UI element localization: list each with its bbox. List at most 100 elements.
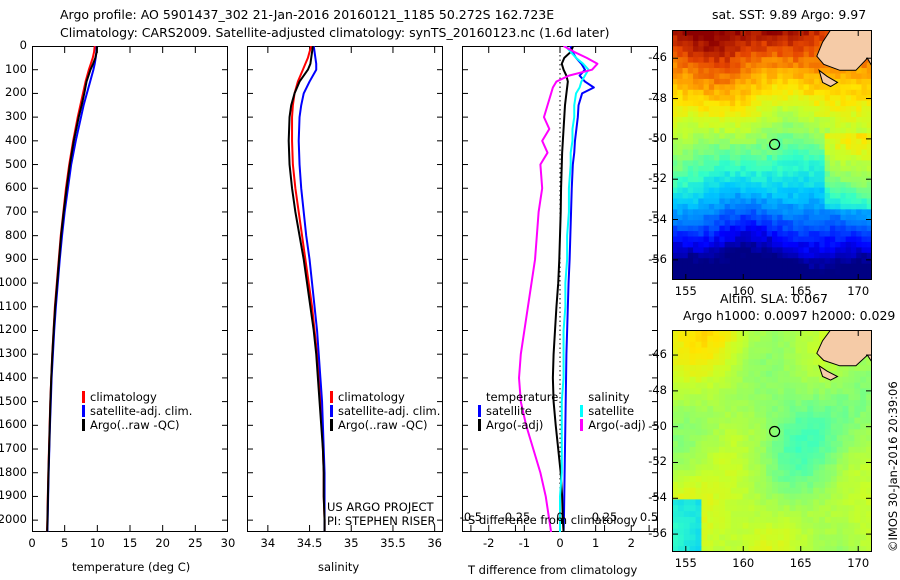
map-cell [772, 252, 778, 259]
map-cell [856, 241, 863, 248]
map-cell [819, 499, 826, 506]
map-cell [695, 546, 703, 552]
map-cell [842, 411, 850, 419]
map-cell [793, 198, 799, 205]
map-cell [808, 40, 815, 47]
map-cell [760, 470, 767, 477]
map-cell [766, 499, 773, 506]
map-cell [708, 35, 715, 42]
map-cell [801, 429, 808, 436]
map-cell [842, 423, 850, 430]
map-cell [793, 214, 799, 221]
map-cell [672, 405, 679, 413]
map-cell [714, 236, 720, 243]
map-cell [777, 481, 785, 489]
map-cell [789, 505, 797, 512]
map-cell [824, 269, 831, 276]
header-line-1: Argo profile: AO 5901437_302 21-Jan-2016… [60, 7, 555, 22]
map-cell [719, 476, 726, 483]
map-cell [777, 106, 784, 113]
map-cell [829, 203, 836, 210]
map-cell [795, 417, 803, 425]
map-cell [856, 106, 863, 113]
map-cell [677, 382, 685, 390]
map-cell [845, 116, 852, 123]
map-cell [719, 330, 726, 337]
map-cell [672, 269, 678, 276]
map-cell [840, 165, 847, 172]
map-cell [714, 269, 720, 276]
map-cell [766, 441, 773, 448]
map-cell [719, 203, 726, 210]
map-cell [789, 493, 797, 501]
map-cell [793, 51, 799, 58]
map-cell [801, 540, 808, 547]
map-cell [824, 540, 832, 547]
map-cell [866, 209, 872, 216]
map-cell [848, 446, 855, 454]
map-cell [795, 341, 803, 349]
map-cell [814, 203, 820, 210]
map-cell [703, 155, 710, 162]
map-cell [840, 68, 847, 75]
map-cell [782, 155, 789, 162]
map-cell [695, 493, 703, 501]
map-cell [707, 540, 714, 547]
map-cell [745, 171, 752, 178]
map-cell [672, 382, 679, 390]
map-cell [782, 89, 789, 96]
map-cell [719, 359, 726, 366]
map-cell [766, 382, 773, 390]
map-cell [850, 258, 857, 265]
map-cell [808, 176, 815, 183]
map-cell [782, 252, 789, 259]
map-cell [854, 487, 861, 495]
map-cell [861, 133, 868, 140]
sla-map-title-line-2: Argo h1000: 0.0097 h2000: 0.029 [683, 308, 896, 323]
map-cell [772, 476, 779, 483]
map-cell [740, 73, 747, 80]
map-cell [698, 274, 705, 280]
map-cell [777, 470, 785, 477]
map-cell [693, 84, 699, 91]
map-cell [848, 487, 855, 495]
map-cell [748, 382, 755, 390]
map-cell [861, 127, 868, 134]
map-cell [789, 441, 797, 448]
map-cell [777, 435, 785, 442]
map-cell [854, 505, 861, 512]
map-cell [677, 546, 685, 552]
map-cell [724, 546, 732, 552]
map-cell [801, 411, 808, 419]
map-cell [713, 341, 720, 349]
map-cell [672, 225, 678, 232]
map-cell [866, 225, 872, 232]
map-cell [708, 263, 715, 270]
map-cell [836, 411, 844, 419]
map-cell [783, 499, 791, 506]
map-cell [819, 68, 826, 75]
map-cell [793, 165, 799, 172]
map-cell [777, 165, 784, 172]
map-cell [772, 382, 779, 390]
map-cell [803, 149, 810, 156]
map-cell [830, 376, 838, 384]
map-cell [683, 405, 691, 413]
map-cell [798, 214, 805, 221]
map-cell [829, 165, 836, 172]
map-cell [856, 214, 863, 221]
map-cell [703, 187, 710, 194]
map-cell [842, 493, 850, 501]
map-cell [754, 411, 761, 419]
map-cell [750, 73, 757, 80]
map-cell [703, 231, 710, 238]
map-cell [807, 522, 814, 530]
map-cell [693, 252, 699, 259]
map-cell [808, 187, 815, 194]
map-cell [724, 225, 731, 232]
map-cell [813, 441, 820, 448]
map-cell [754, 446, 761, 454]
map-cell [824, 505, 832, 512]
map-cell [761, 138, 768, 145]
map-cell [761, 95, 768, 102]
